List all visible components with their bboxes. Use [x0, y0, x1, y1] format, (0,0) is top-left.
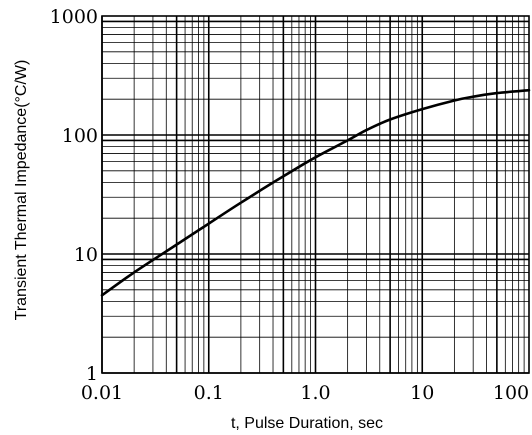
y-tick-label: 100	[62, 125, 98, 147]
impedance-curve	[100, 88, 531, 297]
x-axis-title: t, Pulse Duration, sec	[231, 415, 383, 432]
x-tick-label: 0.1	[194, 382, 224, 404]
x-tick-label: 1.0	[300, 382, 330, 404]
y-axis-title: Transient Thermal Impedance(°C/W)	[13, 60, 30, 321]
plot-frame	[101, 15, 530, 374]
y-tick-label: 1000	[50, 6, 98, 28]
x-tick-label: 10	[410, 382, 434, 404]
y-tick-label: 10	[74, 244, 98, 266]
x-tick-label: 0.01	[81, 382, 123, 404]
grid	[101, 16, 529, 374]
y-tick-label: 1	[86, 363, 98, 385]
y-tick-labels: 1 10 100 1000	[50, 6, 98, 385]
x-tick-labels: 0.01 0.1 1.0 10 100	[81, 382, 529, 404]
x-tick-label: 100	[493, 382, 529, 404]
